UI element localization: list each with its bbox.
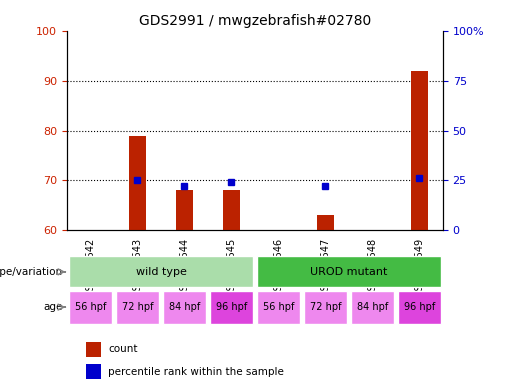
Text: percentile rank within the sample: percentile rank within the sample: [108, 366, 284, 377]
Text: 96 hpf: 96 hpf: [216, 302, 247, 312]
FancyBboxPatch shape: [210, 291, 252, 324]
Bar: [411, 71, 427, 230]
FancyBboxPatch shape: [351, 291, 393, 324]
Bar: [85, 364, 101, 379]
Text: 72 hpf: 72 hpf: [310, 302, 341, 312]
FancyBboxPatch shape: [258, 291, 300, 324]
FancyBboxPatch shape: [398, 291, 440, 324]
Text: count: count: [108, 344, 138, 354]
FancyBboxPatch shape: [258, 257, 440, 287]
Text: 96 hpf: 96 hpf: [404, 302, 435, 312]
Text: UROD mutant: UROD mutant: [310, 267, 388, 277]
Bar: [85, 342, 101, 356]
Bar: [223, 190, 239, 230]
FancyBboxPatch shape: [70, 257, 252, 287]
Text: 56 hpf: 56 hpf: [75, 302, 106, 312]
Text: age: age: [43, 302, 62, 312]
Bar: [129, 136, 146, 230]
Text: 56 hpf: 56 hpf: [263, 302, 294, 312]
FancyBboxPatch shape: [70, 291, 112, 324]
Bar: [317, 215, 334, 230]
FancyBboxPatch shape: [304, 291, 347, 324]
Text: 72 hpf: 72 hpf: [122, 302, 153, 312]
Bar: [176, 190, 193, 230]
Text: wild type: wild type: [135, 267, 186, 277]
Title: GDS2991 / mwgzebrafish#02780: GDS2991 / mwgzebrafish#02780: [139, 14, 371, 28]
Text: 84 hpf: 84 hpf: [357, 302, 388, 312]
FancyBboxPatch shape: [116, 291, 159, 324]
Text: genotype/variation: genotype/variation: [0, 267, 62, 277]
Text: 84 hpf: 84 hpf: [169, 302, 200, 312]
FancyBboxPatch shape: [163, 291, 205, 324]
